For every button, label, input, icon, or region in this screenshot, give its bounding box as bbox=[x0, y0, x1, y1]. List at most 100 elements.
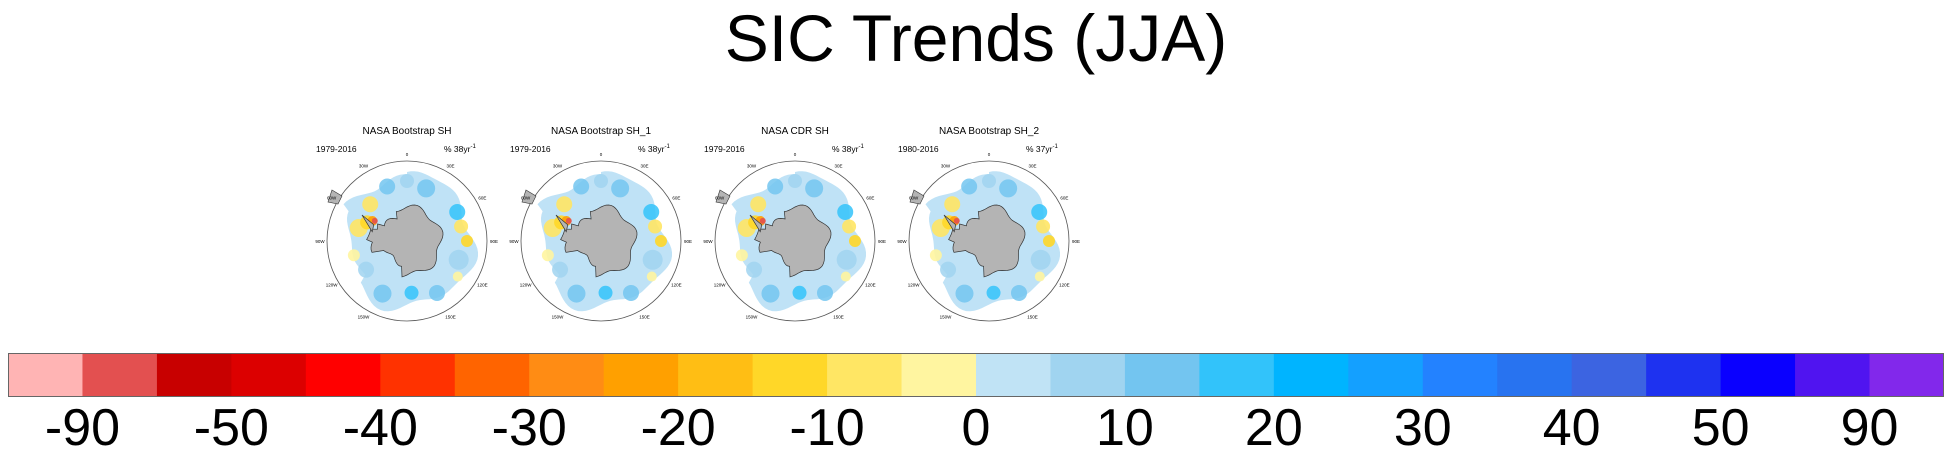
trend-patch-positive bbox=[373, 284, 392, 303]
longitude-label: 60E bbox=[478, 196, 486, 201]
colorbar-tick-label: -40 bbox=[342, 399, 418, 457]
longitude-label: 120E bbox=[1059, 283, 1070, 288]
trend-patch-positive bbox=[400, 174, 414, 188]
trend-patch-positive bbox=[817, 284, 833, 301]
trend-patch-positive bbox=[955, 284, 974, 303]
trend-patch-negative bbox=[347, 249, 360, 262]
panel-units: % 37yr-1 bbox=[1026, 144, 1058, 154]
trend-patch-positive bbox=[1011, 284, 1027, 301]
longitude-label: 150W bbox=[746, 314, 759, 319]
polar-map: NASA CDR SH 1979-2016 % 38yr-1 0 30E 60E 90E 12… bbox=[703, 126, 886, 322]
trend-patch-positive bbox=[961, 178, 978, 195]
trend-patch-positive bbox=[1030, 249, 1051, 270]
trend-patch-negative bbox=[452, 271, 463, 282]
longitude-label: 90W bbox=[509, 239, 519, 244]
colorbar-segment bbox=[529, 353, 605, 397]
colorbar-segment bbox=[976, 353, 1051, 397]
longitude-label: 0 bbox=[794, 152, 797, 157]
colorbar-tick-label: -90 bbox=[44, 399, 121, 457]
trend-patch-negative bbox=[750, 196, 767, 213]
colorbar-tick-label: -50 bbox=[193, 399, 269, 457]
colorbar-tick-label: 40 bbox=[1542, 399, 1601, 457]
longitude-label: 120W bbox=[908, 283, 921, 288]
colorbar-segment bbox=[752, 353, 828, 397]
longitude-label: 0 bbox=[988, 152, 991, 157]
trend-patch-positive bbox=[642, 249, 663, 270]
south-america-tip bbox=[327, 189, 343, 205]
trend-patch-positive bbox=[573, 178, 590, 195]
trend-patch-positive bbox=[611, 179, 630, 198]
longitude-label: 60W bbox=[521, 196, 531, 201]
trend-patch-positive bbox=[404, 285, 419, 300]
south-america-tip bbox=[909, 189, 925, 205]
colorbar bbox=[8, 353, 1944, 397]
colorbar-tick-label: 90 bbox=[1840, 399, 1899, 457]
colorbar-segment bbox=[8, 353, 83, 397]
colorbar-segment bbox=[678, 353, 754, 397]
longitude-label: 150W bbox=[358, 314, 371, 319]
longitude-label: 90E bbox=[1072, 239, 1080, 244]
colorbar-segment bbox=[1124, 353, 1200, 397]
trend-patch-positive bbox=[746, 261, 763, 278]
trend-patch-negative bbox=[759, 217, 766, 224]
trend-patch-negative bbox=[454, 219, 469, 234]
trend-patch-positive bbox=[837, 204, 854, 220]
trend-patch-positive bbox=[358, 261, 375, 278]
longitude-label: 30W bbox=[941, 164, 951, 169]
trend-patch-negative bbox=[655, 235, 667, 247]
longitude-label: 30W bbox=[359, 164, 369, 169]
longitude-label: 90E bbox=[684, 239, 692, 244]
trend-patch-negative bbox=[371, 217, 378, 224]
trend-patch-negative bbox=[1036, 219, 1051, 234]
antarctica-landmass bbox=[366, 204, 444, 278]
colorbar-segment bbox=[603, 353, 679, 397]
trend-patch-negative bbox=[565, 217, 572, 224]
colorbar-segment bbox=[827, 353, 902, 397]
trend-patch-positive bbox=[1031, 204, 1048, 220]
trend-patch-positive bbox=[982, 174, 996, 188]
longitude-label: 30E bbox=[1028, 164, 1036, 169]
longitude-label: 120E bbox=[671, 283, 682, 288]
south-america-tip bbox=[521, 189, 537, 205]
trend-patch-positive bbox=[788, 174, 802, 188]
trend-patch-positive bbox=[449, 204, 466, 220]
trend-patch-negative bbox=[735, 249, 748, 262]
trend-patch-negative bbox=[1034, 271, 1045, 282]
trend-patch-positive bbox=[940, 261, 957, 278]
longitude-label: 60W bbox=[909, 196, 919, 201]
trend-patch-negative bbox=[541, 249, 554, 262]
colorbar-tick-label: -30 bbox=[491, 399, 567, 457]
colorbar-segment bbox=[901, 353, 977, 397]
panel-title: NASA Bootstrap SH_1 bbox=[551, 126, 651, 137]
longitude-label: 30E bbox=[446, 164, 454, 169]
map-panel-3: NASA CDR SH 1979-2016 % 38yr-1 0 30E 60E 90E 12… bbox=[700, 125, 890, 325]
trend-patch-negative bbox=[646, 271, 657, 282]
colorbar-tick-label: 20 bbox=[1244, 399, 1303, 457]
trend-patch-positive bbox=[417, 179, 436, 198]
south-america-tip bbox=[715, 189, 731, 205]
panel-period: 1979-2016 bbox=[316, 144, 357, 154]
colorbar-segment bbox=[1422, 353, 1498, 397]
map-panel-1: NASA Bootstrap SH 1979-2016 % 38yr-1 0 30E 60… bbox=[312, 125, 502, 325]
trend-patch-positive bbox=[429, 284, 445, 301]
longitude-label: 120W bbox=[326, 283, 339, 288]
trend-patch-negative bbox=[461, 235, 473, 247]
longitude-label: 150W bbox=[940, 314, 953, 319]
panel-period: 1980-2016 bbox=[898, 144, 939, 154]
colorbar-segment bbox=[156, 353, 232, 397]
chart-title: SIC Trends (JJA) bbox=[724, 1, 1228, 75]
panel-period: 1979-2016 bbox=[704, 144, 745, 154]
antarctic-peninsula bbox=[361, 214, 375, 233]
trend-patch-negative bbox=[944, 196, 961, 213]
antarctic-peninsula bbox=[943, 214, 957, 233]
trend-patch-positive bbox=[598, 285, 613, 300]
longitude-label: 60E bbox=[672, 196, 680, 201]
trend-patch-positive bbox=[448, 249, 469, 270]
longitude-label: 120E bbox=[477, 283, 488, 288]
antarctica-landmass bbox=[560, 204, 638, 278]
trend-patch-positive bbox=[552, 261, 569, 278]
colorbar-segment bbox=[1571, 353, 1647, 397]
colorbar-tick-label: -10 bbox=[789, 399, 865, 457]
trend-patch-negative bbox=[840, 271, 851, 282]
panel-units: % 38yr-1 bbox=[832, 144, 864, 154]
